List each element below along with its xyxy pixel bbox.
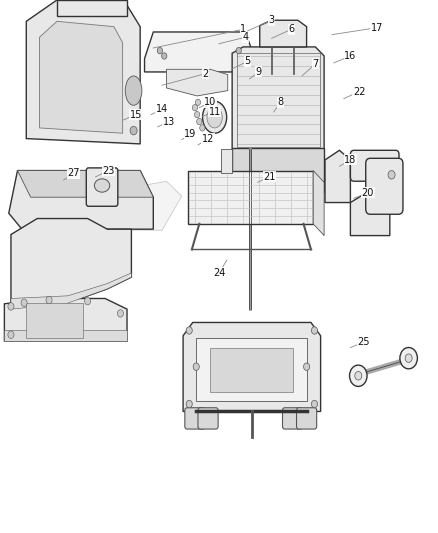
- Circle shape: [130, 126, 137, 135]
- FancyBboxPatch shape: [297, 408, 317, 429]
- FancyBboxPatch shape: [350, 150, 399, 181]
- Text: 23: 23: [102, 166, 115, 175]
- Circle shape: [400, 348, 417, 369]
- Circle shape: [186, 327, 192, 334]
- Text: 10: 10: [204, 98, 216, 107]
- Circle shape: [8, 303, 14, 310]
- Text: 9: 9: [255, 67, 261, 77]
- Polygon shape: [11, 219, 131, 309]
- Text: 1: 1: [240, 25, 246, 34]
- Text: 12: 12: [202, 134, 214, 143]
- Circle shape: [186, 400, 192, 408]
- Polygon shape: [18, 171, 153, 197]
- Polygon shape: [11, 273, 131, 309]
- Text: 24: 24: [213, 268, 225, 278]
- Polygon shape: [260, 20, 307, 47]
- Polygon shape: [4, 298, 127, 341]
- Circle shape: [192, 104, 198, 111]
- Circle shape: [311, 400, 318, 408]
- Circle shape: [197, 118, 202, 125]
- Text: 21: 21: [263, 172, 276, 182]
- Polygon shape: [57, 0, 127, 16]
- Text: 2: 2: [203, 69, 209, 78]
- FancyBboxPatch shape: [185, 408, 205, 429]
- Circle shape: [46, 296, 52, 304]
- Circle shape: [355, 372, 362, 380]
- Text: 8: 8: [277, 98, 283, 107]
- Text: 5: 5: [244, 56, 251, 66]
- Circle shape: [236, 47, 241, 54]
- Text: 4: 4: [242, 33, 248, 42]
- FancyBboxPatch shape: [86, 168, 118, 206]
- Polygon shape: [26, 303, 83, 338]
- Polygon shape: [145, 32, 254, 72]
- Text: 16: 16: [344, 51, 357, 61]
- Polygon shape: [221, 149, 232, 173]
- Text: 11: 11: [208, 107, 221, 117]
- Polygon shape: [4, 330, 127, 341]
- Ellipse shape: [125, 76, 142, 106]
- Circle shape: [304, 363, 310, 370]
- Polygon shape: [232, 47, 324, 152]
- Polygon shape: [313, 171, 324, 236]
- Ellipse shape: [202, 101, 227, 133]
- Polygon shape: [196, 338, 307, 401]
- Text: 3: 3: [268, 15, 275, 25]
- FancyBboxPatch shape: [198, 408, 218, 429]
- Text: 15: 15: [130, 110, 142, 119]
- Text: 14: 14: [156, 104, 168, 114]
- Polygon shape: [232, 148, 324, 192]
- Ellipse shape: [94, 179, 110, 192]
- Circle shape: [193, 363, 199, 370]
- Circle shape: [350, 365, 367, 386]
- Circle shape: [405, 354, 412, 362]
- Polygon shape: [210, 348, 293, 392]
- Polygon shape: [183, 322, 321, 411]
- Text: 25: 25: [357, 337, 370, 347]
- Polygon shape: [26, 0, 140, 144]
- Circle shape: [8, 331, 14, 338]
- Circle shape: [21, 299, 27, 306]
- Polygon shape: [166, 69, 228, 96]
- Text: 18: 18: [344, 155, 357, 165]
- Circle shape: [117, 310, 124, 317]
- Circle shape: [162, 53, 167, 59]
- Circle shape: [194, 111, 200, 118]
- Text: 17: 17: [371, 23, 383, 33]
- Polygon shape: [350, 192, 390, 236]
- Text: 7: 7: [312, 59, 318, 69]
- Text: 13: 13: [162, 117, 175, 126]
- Ellipse shape: [207, 107, 222, 128]
- Circle shape: [388, 171, 395, 179]
- Polygon shape: [188, 171, 313, 224]
- Text: 20: 20: [362, 188, 374, 198]
- Polygon shape: [325, 150, 350, 203]
- Circle shape: [85, 297, 91, 305]
- Text: 6: 6: [288, 25, 294, 34]
- Polygon shape: [39, 21, 123, 133]
- Text: 27: 27: [67, 168, 80, 178]
- FancyBboxPatch shape: [283, 408, 303, 429]
- FancyBboxPatch shape: [366, 158, 403, 214]
- Text: 19: 19: [184, 130, 197, 139]
- Polygon shape: [30, 181, 182, 230]
- Text: 22: 22: [353, 87, 365, 96]
- Circle shape: [157, 47, 162, 54]
- Circle shape: [311, 327, 318, 334]
- Polygon shape: [9, 171, 153, 229]
- Circle shape: [200, 125, 205, 131]
- Circle shape: [195, 99, 201, 106]
